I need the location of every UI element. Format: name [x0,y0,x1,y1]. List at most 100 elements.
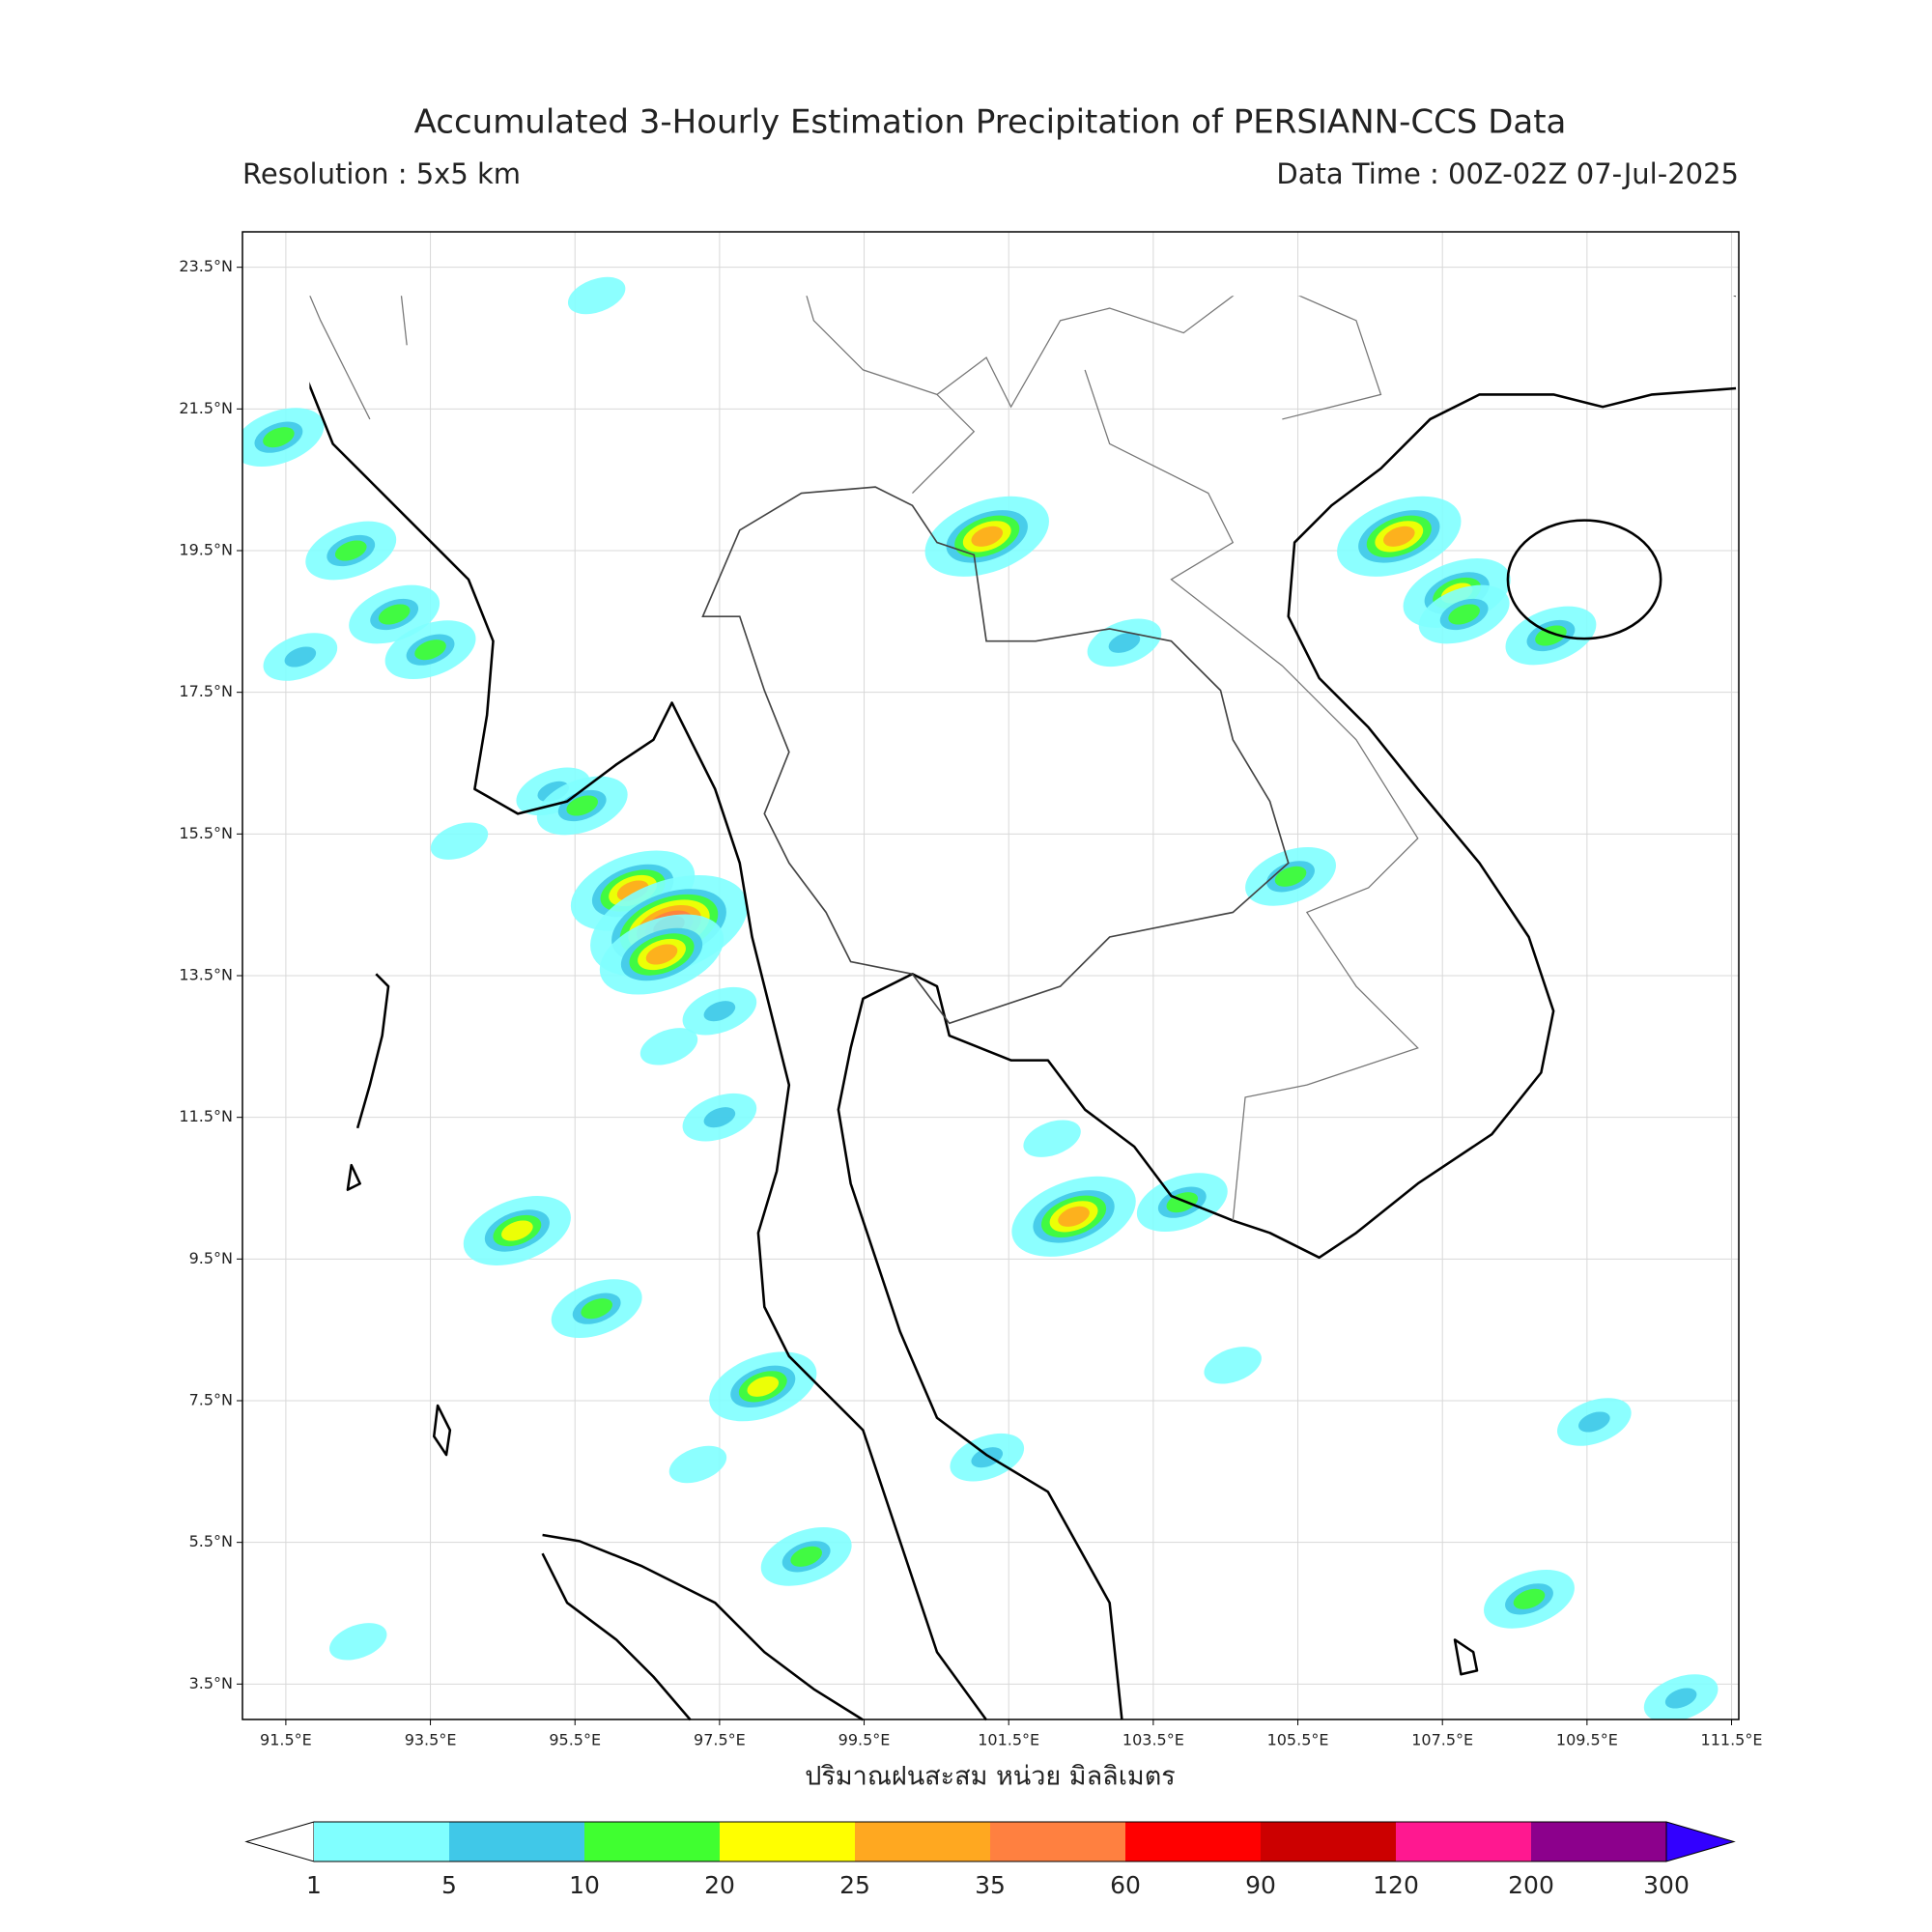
coastline [346,973,1479,1676]
colorbar-over [1665,1821,1736,1862]
data-time: Data Time : 00Z-02Z 07-Jul-2025 [1276,157,1739,190]
rain-contour [284,646,317,668]
rain-contour [1058,1206,1090,1227]
grid [242,232,1739,1719]
y-tick-label: 17.5°N [179,682,233,700]
rain-cell [349,584,440,644]
colorbar: 1 5 10 20 25 35 60 90 120 200 300 [244,1821,1736,1899]
rain-cell [1011,1176,1136,1257]
coastline [1733,296,1737,298]
colorbar-swatch [1261,1822,1396,1861]
colorbar-swatch [1125,1822,1261,1861]
rain-cell [430,822,489,860]
rain-cell [536,776,628,836]
rain-cell [682,986,757,1036]
rain-cell [1418,584,1510,644]
colorbar-swatch [1531,1822,1666,1861]
rain-contour [378,604,411,625]
rain-contour [501,1220,533,1241]
y-tick-label: 9.5°N [189,1249,233,1267]
colorbar-swatch [1396,1822,1531,1861]
rain-contour [1448,604,1480,625]
rain-contour [1274,866,1307,887]
x-tick-label: 95.5°E [549,1731,601,1749]
title: Accumulated 3-Hourly Estimation Precipit… [414,103,1567,142]
rain-contour [1513,1588,1546,1609]
colorbar-swatch [314,1822,449,1861]
rain-cell [551,1279,642,1339]
rain-contour [747,1376,780,1397]
rain-cell [1337,496,1462,577]
y-tick-label: 3.5°N [189,1674,233,1692]
rain-cell [599,914,724,995]
rain-contour [703,1001,736,1022]
colorbar-swatch [855,1822,990,1861]
y-tick-label: 13.5°N [179,966,233,984]
coastline [309,382,988,1721]
rain-contour [790,1546,822,1567]
colorbar-swatch [990,1822,1125,1861]
coastline [837,386,1737,1720]
rain-cell [263,633,338,681]
rain-cell [242,408,325,468]
rain-contour [334,540,367,561]
rain-contour [645,944,678,965]
y-tick-label: 15.5°N [179,824,233,842]
x-tick-label: 91.5°E [260,1731,312,1749]
colorbar-label: 20 [704,1871,735,1899]
rain-contour [263,427,295,448]
colorbar-outline [314,1821,1666,1862]
rain-cell [1505,606,1597,666]
rain-cell [682,1093,757,1142]
rain-contour [1383,526,1415,547]
coastline [541,1533,865,1721]
thailand-border [701,486,1290,1025]
rain-cell [668,1445,727,1484]
rain-contour [430,822,489,860]
rain-cell [1557,1398,1632,1446]
colorbar-label: 10 [569,1871,600,1899]
rain-cell [709,1351,817,1422]
axis-label: ปริมาณฝนสะสม หน่วย มิลลิเมตร [805,1762,1176,1792]
rain-cell [1087,618,1162,668]
x-tick-label: 97.5°E [694,1731,746,1749]
rain-layer [242,276,1719,1719]
rain-cell [760,1526,852,1586]
y-tick-label: 21.5°N [179,399,233,417]
rain-contour [703,1107,736,1128]
colorbar-label: 200 [1508,1871,1554,1899]
colorbar-label: 5 [441,1871,457,1899]
rain-contour [329,1623,387,1661]
coastlines [309,296,1737,1721]
x-tick-label: 101.5°E [978,1731,1039,1749]
colorbar-label: 90 [1245,1871,1276,1899]
rain-contour [1023,1120,1081,1157]
island [1506,519,1662,640]
rain-contour [1204,1347,1262,1384]
rain-contour [971,526,1004,547]
colorbar-under [244,1821,315,1862]
y-tick-label: 19.5°N [179,541,233,559]
colorbar-label: 1 [306,1871,322,1899]
colorbar-swatch [584,1822,720,1861]
colorbar-label: 25 [839,1871,870,1899]
rain-contour [566,795,598,816]
rain-cell [639,1028,698,1065]
y-tick-label: 5.5°N [189,1532,233,1550]
rain-cell [305,521,397,581]
rain-cell [463,1196,571,1265]
rain-contour [1578,1411,1610,1433]
colorbar-swatch [449,1822,584,1861]
x-tick-label: 109.5°E [1556,1731,1618,1749]
colorbar-swatch [720,1822,855,1861]
rain-contour [581,1298,612,1320]
x-tick-label: 107.5°E [1411,1731,1473,1749]
y-tick-label: 7.5°N [189,1391,233,1409]
rain-contour [668,1445,727,1484]
rain-contour [971,1447,1004,1468]
x-tick-label: 103.5°E [1122,1731,1184,1749]
colorbar-label: 120 [1373,1871,1419,1899]
x-tick-label: 111.5°E [1701,1731,1763,1749]
